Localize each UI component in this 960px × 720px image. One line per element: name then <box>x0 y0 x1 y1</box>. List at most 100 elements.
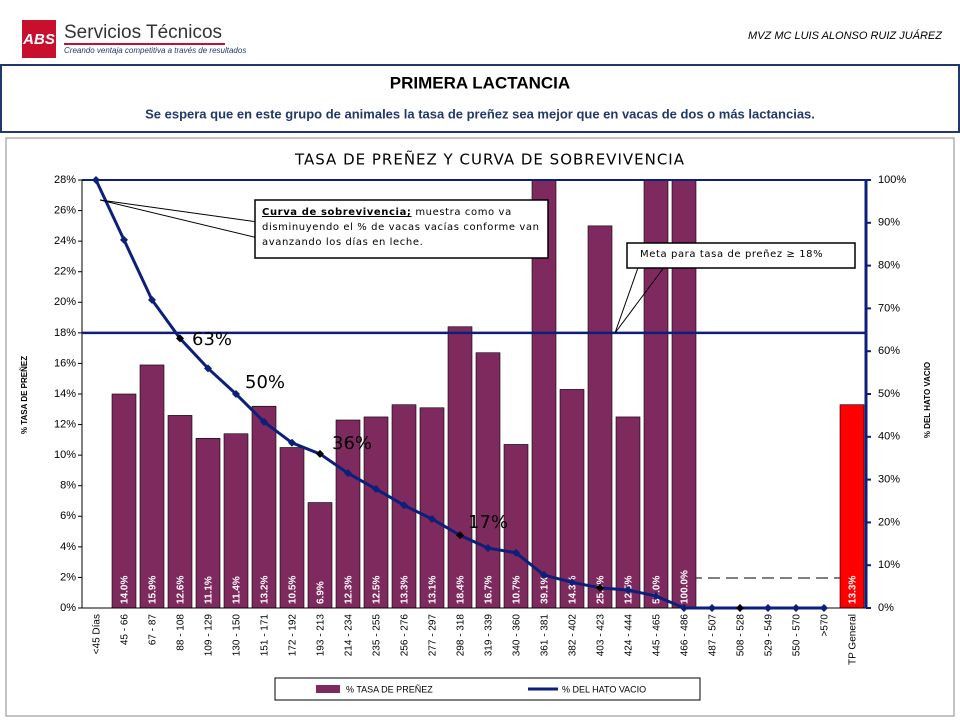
callout-heading: Curva de sobrevivencia; <box>262 207 412 218</box>
data-label: 12.6% <box>176 576 187 604</box>
y-tick-label: 20% <box>54 296 76 308</box>
y-tick-label: 16% <box>54 357 76 369</box>
bar <box>139 364 165 608</box>
y2-tick-label: 80% <box>878 260 900 272</box>
data-label: 14.0% <box>120 576 131 604</box>
x-tick-label: 298 - 318 <box>456 614 467 657</box>
y2-tick-label: 90% <box>878 217 900 229</box>
x-tick-label: 172 - 192 <box>288 614 299 657</box>
x-tick-label: 550 - 570 <box>792 614 803 657</box>
x-tick-label: 109 - 129 <box>204 614 215 657</box>
banner-title: PRIMERA LACTANCIA <box>390 73 570 92</box>
line-marker <box>316 449 324 458</box>
x-tick-label: 340 - 360 <box>512 614 523 657</box>
target-box <box>626 242 856 269</box>
x-tick-label: 214 - 234 <box>344 614 355 657</box>
x-tick-label: 277 - 297 <box>428 614 439 657</box>
data-label: 13.2% <box>260 576 271 604</box>
legend-label: % TASA DE PREÑEZ <box>346 684 433 694</box>
x-tick-label: 361 - 381 <box>540 614 551 657</box>
x-tick-label: 130 - 150 <box>232 614 243 657</box>
line-marker <box>764 604 772 612</box>
legend-swatch <box>316 685 340 693</box>
line-marker <box>400 501 408 510</box>
data-label: 16.7% <box>484 576 495 604</box>
x-tick-label: 193 - 213 <box>316 614 327 657</box>
legend-box <box>274 677 701 701</box>
x-tick-label: 319 - 339 <box>484 614 495 657</box>
y-tick-label: 10% <box>54 449 76 461</box>
callout-body: muestra como va disminuyendo el % de vac… <box>262 207 540 248</box>
line-marker <box>204 364 212 373</box>
data-label: 12.3% <box>344 576 355 604</box>
line-marker <box>624 586 632 595</box>
annotation: 36% <box>332 433 372 454</box>
y-tick-label: 12% <box>54 418 76 430</box>
x-tick-label: 382 - 402 <box>568 614 579 657</box>
x-tick-label: 235 - 255 <box>372 614 383 657</box>
brand: Servicios Técnicos <box>64 22 222 43</box>
line-marker <box>680 604 688 612</box>
data-label: 11.1% <box>204 576 215 604</box>
y-tick-label: 26% <box>54 204 76 216</box>
y-tick-label: 18% <box>54 327 76 339</box>
line-marker <box>820 604 828 612</box>
tagline: Creando ventaja competitiva a través de … <box>64 46 246 55</box>
y2-tick-label: 10% <box>878 559 900 571</box>
y-tick-label: 28% <box>54 174 76 186</box>
line-marker <box>540 571 548 580</box>
data-label: 39.1% <box>540 576 551 604</box>
bar <box>447 326 473 608</box>
sobrevivencia-callout: Curva de sobrevivencia; muestra como va … <box>262 205 544 255</box>
line-marker <box>148 295 156 304</box>
y-tick-label: 2% <box>60 571 76 583</box>
y2-tick-label: 60% <box>878 345 900 357</box>
bar <box>223 433 249 608</box>
y2-tick-label: 50% <box>878 388 900 400</box>
data-label: 13.1% <box>428 576 439 604</box>
data-label: 18.4% <box>456 576 467 604</box>
annotation: 50% <box>245 372 285 393</box>
y-tick-label: 6% <box>60 510 76 522</box>
data-label: 12.5% <box>372 576 383 604</box>
line-marker <box>512 548 520 557</box>
bar <box>167 415 193 608</box>
data-label: 50.0% <box>652 576 663 604</box>
x-tick-label: 529 - 549 <box>764 614 775 657</box>
annotation: 63% <box>192 329 232 350</box>
logo-mark <box>22 20 56 58</box>
data-label: 10.7% <box>512 576 523 604</box>
bar <box>839 404 865 608</box>
y-tick-label: 8% <box>60 480 76 492</box>
bar <box>503 444 529 608</box>
line-marker <box>568 578 576 587</box>
x-tick-label: 508 - 528 <box>736 614 747 657</box>
data-label: 15.9% <box>148 576 159 604</box>
y2-tick-label: 100% <box>878 174 906 186</box>
line-marker <box>92 176 100 184</box>
bar <box>251 405 277 608</box>
line-marker <box>456 531 464 540</box>
x-tick-label: TP General <box>848 614 859 665</box>
bar <box>195 438 221 608</box>
line-marker <box>708 604 716 612</box>
x-tick-label: 151 - 171 <box>260 614 271 657</box>
x-tick-label: 88 - 108 <box>176 614 187 651</box>
x-tick-label: 256 - 276 <box>400 614 411 657</box>
data-label: 13.3% <box>848 576 859 604</box>
x-tick-label: 487 - 507 <box>708 614 719 657</box>
line-marker <box>344 469 352 478</box>
line-marker <box>428 514 436 523</box>
x-tick-label: >570 <box>820 614 831 637</box>
line-marker <box>120 235 128 244</box>
data-label: 6.9% <box>316 581 327 604</box>
target-pointer <box>614 261 669 334</box>
bar <box>475 352 501 608</box>
logo: ABS <box>22 31 55 48</box>
banner-box <box>0 64 960 133</box>
callout-box <box>254 199 549 259</box>
y2-tick-label: 0% <box>878 602 894 614</box>
x-tick-label: <45 Días <box>92 614 103 654</box>
x-tick-label: 67 - 87 <box>148 614 159 646</box>
